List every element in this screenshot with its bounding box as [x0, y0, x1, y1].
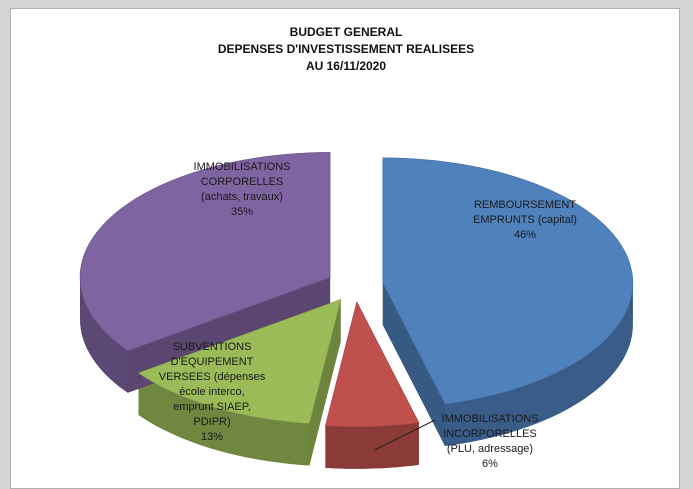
slice-label: IMMOBILISATIONS INCORPORELLES (PLU, adre…: [441, 413, 539, 455]
chart-title: BUDGET GENERAL DEPENSES D'INVESTISSEMENT…: [217, 25, 475, 73]
slice-edge: [382, 282, 445, 446]
slice-wall: [138, 372, 310, 466]
slice-wall: [325, 422, 419, 469]
slice-value-label: 46%: [513, 229, 537, 241]
slice: [137, 299, 342, 424]
slice-value-label: 13%: [200, 431, 224, 443]
slice-value-label: 6%: [482, 458, 498, 470]
slice: [382, 157, 634, 405]
slice-wall: [80, 277, 128, 393]
slice-label: SUBVENTIONS D'EQUIPEMENT VERSEES (dépens…: [158, 341, 266, 428]
slice-label: IMMOBILISATIONS CORPORELLES (achats, tra…: [193, 161, 291, 203]
slice-value-label: 35%: [230, 206, 254, 218]
slice: [79, 152, 331, 352]
slice: [325, 300, 420, 428]
leader-line: [374, 419, 436, 451]
slice-label: REMBOURSEMENT EMPRUNTS (capital): [473, 199, 577, 226]
slice-wall: [445, 282, 633, 446]
